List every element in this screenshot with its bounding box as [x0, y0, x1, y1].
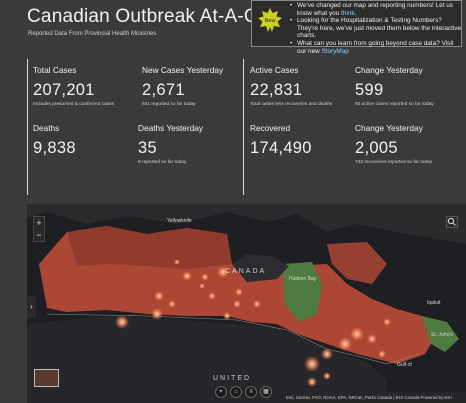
- page-subtitle: Reported Data From Provincial Health Min…: [28, 31, 157, 37]
- layers-icon[interactable]: ≡: [245, 386, 257, 398]
- stat-label: Active Cases: [250, 65, 299, 75]
- stat-value: 9,838: [33, 139, 76, 157]
- stat-deaths: Deaths 9,838: [33, 123, 76, 160]
- stat-label: Deaths Yesterday: [138, 123, 204, 133]
- country-label: UNITED: [213, 375, 252, 382]
- stat-label: Recovered: [250, 123, 291, 133]
- place-label: St. John's: [431, 332, 453, 338]
- stat-value: 2,671: [142, 81, 185, 99]
- territories-region: [67, 226, 232, 269]
- stat-note: 841 reported so far today: [142, 102, 196, 107]
- map-toolbar: ⌖ ⌂ ≡ ▦: [215, 380, 279, 398]
- storymap-link[interactable]: StoryMap: [321, 47, 349, 55]
- new-badge-icon: New: [258, 8, 282, 32]
- new-badge-label: New: [264, 18, 275, 24]
- stat-note: Total cases less recoveries and deaths: [250, 102, 333, 107]
- legend-icon[interactable]: ▦: [260, 386, 272, 398]
- stat-total-cases: Total Cases 207,201 Includes presumed & …: [33, 65, 114, 107]
- arctic-land: [27, 204, 466, 244]
- stat-value: 599: [355, 81, 384, 99]
- green-region: [282, 262, 322, 322]
- page-header: Canadian Outbreak At-A-Glance Reported D…: [0, 0, 466, 55]
- stat-label: Deaths: [33, 123, 60, 133]
- notice-item: We've changed our map and reporting numb…: [290, 2, 462, 17]
- quebec-north-region: [327, 242, 387, 284]
- place-label: Gulf of: [397, 362, 412, 368]
- search-icon: [447, 217, 456, 226]
- stat-change-yesterday-active: Change Yesterday 599 90 active cases rep…: [355, 65, 434, 107]
- notice-list: We've changed our map and reporting numb…: [290, 2, 462, 55]
- stat-change-yesterday-recovered: Change Yesterday 2,005 742 recoveries re…: [355, 123, 432, 165]
- page-title: Canadian Outbreak At-A-Glance: [27, 6, 306, 27]
- hudson-bay: [232, 254, 289, 282]
- stat-value: 22,831: [250, 81, 303, 99]
- outbreak-map[interactable]: Yellowknife Iqaluit Hudson Bay St. John'…: [27, 204, 466, 403]
- zoom-out-button[interactable]: −: [36, 230, 42, 240]
- panel-divider: [243, 59, 244, 195]
- home-icon[interactable]: ⌂: [230, 386, 242, 398]
- place-label: Hudson Bay: [289, 276, 317, 282]
- stat-label: Change Yesterday: [355, 123, 423, 133]
- stat-value: 2,005: [355, 139, 398, 157]
- stat-new-cases-yesterday: New Cases Yesterday 2,671 841 reported s…: [142, 65, 223, 107]
- map-attribution: Esri, Garmin, FAO, NOAA, EPA, NRCan, Par…: [282, 392, 466, 403]
- stat-value: 207,201: [33, 81, 95, 99]
- green-region: [422, 316, 459, 352]
- place-label: Iqaluit: [427, 300, 441, 306]
- map-search-button[interactable]: [446, 216, 458, 228]
- recovery-panel: Active Cases 22,831 Total cases less rec…: [243, 59, 465, 195]
- stat-deaths-yesterday: Deaths Yesterday 35 9 reported so far to…: [138, 123, 203, 165]
- side-panel-toggle[interactable]: ›: [27, 296, 36, 318]
- usa-land: [27, 316, 387, 403]
- stat-note: 9 reported so far today: [138, 160, 187, 165]
- panel-divider: [27, 59, 28, 195]
- country-label: CANADA: [225, 268, 267, 275]
- map-canvas[interactable]: [27, 204, 466, 403]
- zoom-in-button[interactable]: +: [36, 218, 42, 228]
- basemap-thumbnail[interactable]: [34, 369, 59, 387]
- cases-panel: Total Cases 207,201 Includes presumed & …: [27, 59, 236, 195]
- stat-active-cases: Active Cases 22,831 Total cases less rec…: [250, 65, 332, 107]
- stat-label: New Cases Yesterday: [142, 65, 224, 75]
- stat-note: 90 active cases reported so far today: [355, 102, 434, 107]
- locate-icon[interactable]: ⌖: [215, 386, 227, 398]
- stat-label: Total Cases: [33, 65, 77, 75]
- notice-item: Looking for the Hospitalization & Testin…: [290, 17, 462, 40]
- stat-note: Includes presumed & confirmed cases: [33, 102, 115, 107]
- news-notice: New We've changed our map and reporting …: [251, 0, 462, 55]
- stat-note: 742 recoveries reported so far today: [355, 160, 433, 165]
- stat-value: 35: [138, 139, 157, 157]
- zoom-control: + −: [33, 216, 45, 242]
- stat-value: 174,490: [250, 139, 312, 157]
- place-label: Yellowknife: [167, 218, 192, 224]
- notice-item: What can you learn from going beyond cas…: [290, 40, 462, 55]
- stat-label: Change Yesterday: [355, 65, 423, 75]
- stat-recovered: Recovered 174,490: [250, 123, 312, 160]
- hotspot-layer[interactable]: [115, 259, 391, 387]
- think-link[interactable]: think: [341, 9, 355, 17]
